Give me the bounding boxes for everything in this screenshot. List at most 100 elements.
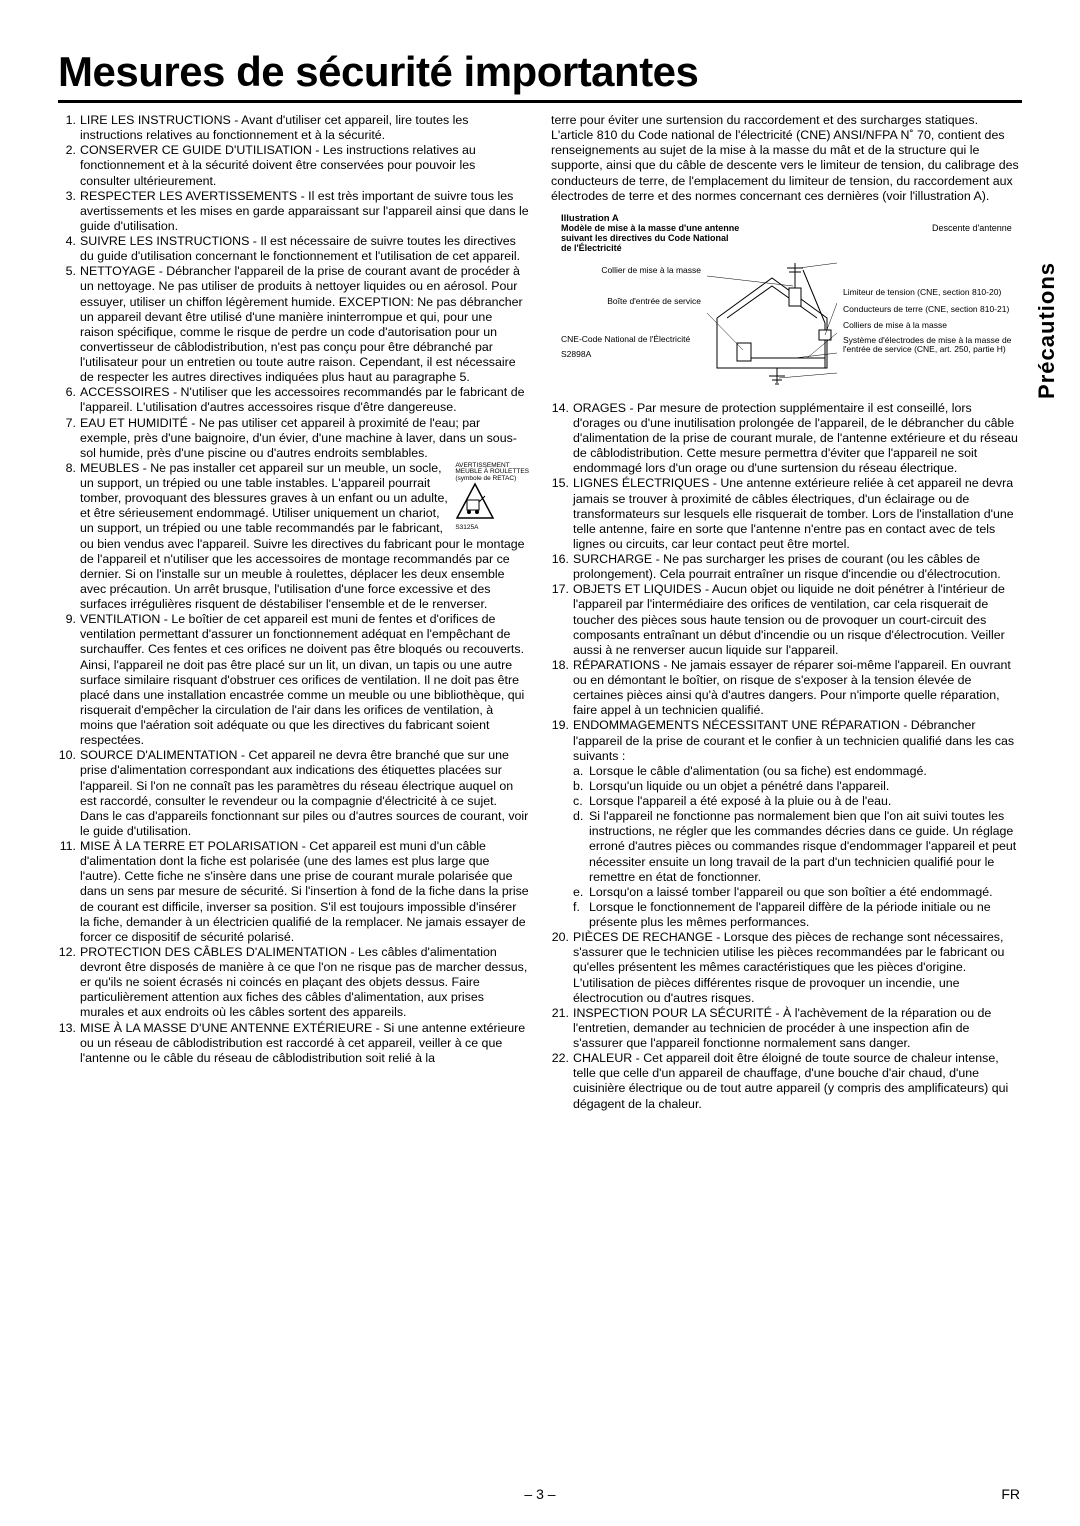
- sub-item: b.Lorsqu'un liquide ou un objet a pénétr…: [551, 779, 1022, 794]
- sub-label: c.: [573, 794, 589, 809]
- list-item: 19.ENDOMMAGEMENTS NÉCESSITANT UNE RÉPARA…: [551, 718, 1022, 763]
- list-item: 2.CONSERVER CE GUIDE D'UTILISATION - Les…: [58, 143, 529, 188]
- label-collier: Collier de mise à la masse: [561, 266, 701, 275]
- page-number: – 3 –: [524, 1486, 555, 1502]
- list-item: 5.NETTOYAGE - Débrancher l'appareil de l…: [58, 264, 529, 385]
- cart-warning-icon: AVERTISSEMENTMEUBLE À ROULETTES(symbole …: [455, 463, 529, 532]
- list-item: 13.MISE À LA MASSE D'UNE ANTENNE EXTÉRIE…: [58, 1021, 529, 1066]
- sub-text: Lorsque le fonctionnement de l'appareil …: [589, 900, 1022, 930]
- diagram-header-row: Modèle de mise à la masse d'une antenne …: [561, 224, 1022, 254]
- item-text: MISE À LA TERRE ET POLARISATION - Cet ap…: [80, 839, 529, 945]
- sub-item: c.Lorsque l'appareil a été exposé à la p…: [551, 794, 1022, 809]
- sub-text: Si l'appareil ne fonctionne pas normalem…: [589, 809, 1022, 885]
- item-text: LIRE LES INSTRUCTIONS - Avant d'utiliser…: [80, 113, 529, 143]
- item-text: SURCHARGE - Ne pas surcharger les prises…: [573, 552, 1022, 582]
- item-text: MISE À LA MASSE D'UNE ANTENNE EXTÉRIEURE…: [80, 1021, 529, 1066]
- list-item: 16.SURCHARGE - Ne pas surcharger les pri…: [551, 552, 1022, 582]
- item-text: PROTECTION DES CÂBLES D'ALIMENTATION - L…: [80, 945, 529, 1021]
- label-conducteurs: Conducteurs de terre (CNE, section 810-2…: [843, 305, 1022, 314]
- item-number: 13.: [58, 1021, 80, 1066]
- item-text: PIÈCES DE RECHANGE - Lorsque des pièces …: [573, 930, 1022, 1006]
- list-item: 7.EAU ET HUMIDITÉ - Ne pas utiliser cet …: [58, 416, 529, 461]
- item-text: ENDOMMAGEMENTS NÉCESSITANT UNE RÉPARATIO…: [573, 718, 1022, 763]
- list-item: 17.OBJETS ET LIQUIDES - Aucun objet ou l…: [551, 582, 1022, 658]
- item-number: 2.: [58, 143, 80, 188]
- list-item: 6.ACCESSOIRES - N'utiliser que les acces…: [58, 385, 529, 415]
- item-number: 14.: [551, 401, 573, 477]
- item-number: 1.: [58, 113, 80, 143]
- list-item: 11.MISE À LA TERRE ET POLARISATION - Cet…: [58, 839, 529, 945]
- sub-label: a.: [573, 764, 589, 779]
- diagram-descente: Descente d'antenne: [932, 224, 1022, 254]
- diagram-svg: [707, 258, 837, 391]
- label-limiteur: Limiteur de tension (CNE, section 810-20…: [843, 288, 1022, 297]
- item-text: EAU ET HUMIDITÉ - Ne pas utiliser cet ap…: [80, 416, 529, 461]
- sub-label: d.: [573, 809, 589, 885]
- item-number: 8.: [58, 461, 80, 612]
- item-number: 22.: [551, 1051, 573, 1112]
- item-number: 18.: [551, 658, 573, 719]
- list-item: 12.PROTECTION DES CÂBLES D'ALIMENTATION …: [58, 945, 529, 1021]
- label-cne: CNE-Code National de l'Électricité: [561, 335, 701, 344]
- label-code: S2898A: [561, 350, 701, 359]
- item-number: 12.: [58, 945, 80, 1021]
- item-number: 21.: [551, 1006, 573, 1051]
- sub-text: Lorsqu'on a laissé tomber l'appareil ou …: [589, 885, 993, 900]
- item-text: ACCESSOIRES - N'utiliser que les accesso…: [80, 385, 529, 415]
- label-boite: Boîte d'entrée de service: [561, 297, 701, 306]
- columns-container: 1.LIRE LES INSTRUCTIONS - Avant d'utilis…: [58, 113, 1022, 1112]
- list-item: 21.INSPECTION POUR LA SÉCURITÉ - À l'ach…: [551, 1006, 1022, 1051]
- right-list2: 20.PIÈCES DE RECHANGE - Lorsque des pièc…: [551, 930, 1022, 1112]
- item-number: 17.: [551, 582, 573, 658]
- sub-item: e.Lorsqu'on a laissé tomber l'appareil o…: [551, 885, 1022, 900]
- item-text: AVERTISSEMENTMEUBLE À ROULETTES(symbole …: [80, 461, 529, 612]
- item-text: CHALEUR - Cet appareil doit être éloigné…: [573, 1051, 1022, 1112]
- list-item: 18.RÉPARATIONS - Ne jamais essayer de ré…: [551, 658, 1022, 719]
- sub-text: Lorsque le câble d'alimentation (ou sa f…: [589, 764, 927, 779]
- list-item: 4.SUIVRE LES INSTRUCTIONS - Il est néces…: [58, 234, 529, 264]
- list-item: 3.RESPECTER LES AVERTISSEMENTS - Il est …: [58, 189, 529, 234]
- right-column: terre pour éviter une surtension du racc…: [551, 113, 1022, 1112]
- item-number: 4.: [58, 234, 80, 264]
- item-text: CONSERVER CE GUIDE D'UTILISATION - Les i…: [80, 143, 529, 188]
- item-text: INSPECTION POUR LA SÉCURITÉ - À l'achève…: [573, 1006, 1022, 1051]
- label-colliers: Colliers de mise à la masse: [843, 321, 1022, 330]
- item-number: 16.: [551, 552, 573, 582]
- list-item: 15.LIGNES ÉLECTRIQUES - Une antenne exté…: [551, 476, 1022, 552]
- sub-text: Lorsque l'appareil a été exposé à la plu…: [589, 794, 891, 809]
- sub-list: a.Lorsque le câble d'alimentation (ou sa…: [551, 764, 1022, 930]
- diagram-right-labels: Limiteur de tension (CNE, section 810-20…: [843, 258, 1022, 391]
- antenna-diagram: Illustration A Modèle de mise à la masse…: [561, 214, 1022, 391]
- item-text: RESPECTER LES AVERTISSEMENTS - Il est tr…: [80, 189, 529, 234]
- left-list: 1.LIRE LES INSTRUCTIONS - Avant d'utilis…: [58, 113, 529, 1066]
- sub-label: b.: [573, 779, 589, 794]
- left-column: 1.LIRE LES INSTRUCTIONS - Avant d'utilis…: [58, 113, 529, 1112]
- item-number: 5.: [58, 264, 80, 385]
- item-text: LIGNES ÉLECTRIQUES - Une antenne extérie…: [573, 476, 1022, 552]
- item-number: 20.: [551, 930, 573, 1006]
- item-text: SOURCE D'ALIMENTATION - Cet appareil ne …: [80, 748, 529, 839]
- sub-item: d.Si l'appareil ne fonctionne pas normal…: [551, 809, 1022, 885]
- diagram-left-labels: Collier de mise à la masse Boîte d'entré…: [561, 258, 701, 391]
- sub-label: f.: [573, 900, 589, 930]
- list-item: 9.VENTILATION - Le boîtier de cet appare…: [58, 612, 529, 748]
- item-text: NETTOYAGE - Débrancher l'appareil de la …: [80, 264, 529, 385]
- right-intro: terre pour éviter une surtension du racc…: [551, 113, 1022, 204]
- page-title: Mesures de sécurité importantes: [58, 48, 1022, 103]
- right-list: 14.ORAGES - Par mesure de protection sup…: [551, 401, 1022, 764]
- list-item: 8. AVERTISSEMENTMEUBLE À ROULETTES(symbol…: [58, 461, 529, 612]
- item-text: VENTILATION - Le boîtier de cet appareil…: [80, 612, 529, 748]
- list-item: 1.LIRE LES INSTRUCTIONS - Avant d'utilis…: [58, 113, 529, 143]
- item-number: 9.: [58, 612, 80, 748]
- document-page: Mesures de sécurité importantes 1.LIRE L…: [0, 0, 1080, 1142]
- item-number: 11.: [58, 839, 80, 945]
- diagram-sub3: de l'Électricité: [561, 244, 932, 254]
- item-text: OBJETS ET LIQUIDES - Aucun objet ou liqu…: [573, 582, 1022, 658]
- item-number: 6.: [58, 385, 80, 415]
- sub-item: a.Lorsque le câble d'alimentation (ou sa…: [551, 764, 1022, 779]
- item-text: RÉPARATIONS - Ne jamais essayer de répar…: [573, 658, 1022, 719]
- sub-text: Lorsqu'un liquide ou un objet a pénétré …: [589, 779, 889, 794]
- item-number: 7.: [58, 416, 80, 461]
- item-number: 19.: [551, 718, 573, 763]
- diagram-body: Collier de mise à la masse Boîte d'entré…: [561, 258, 1022, 391]
